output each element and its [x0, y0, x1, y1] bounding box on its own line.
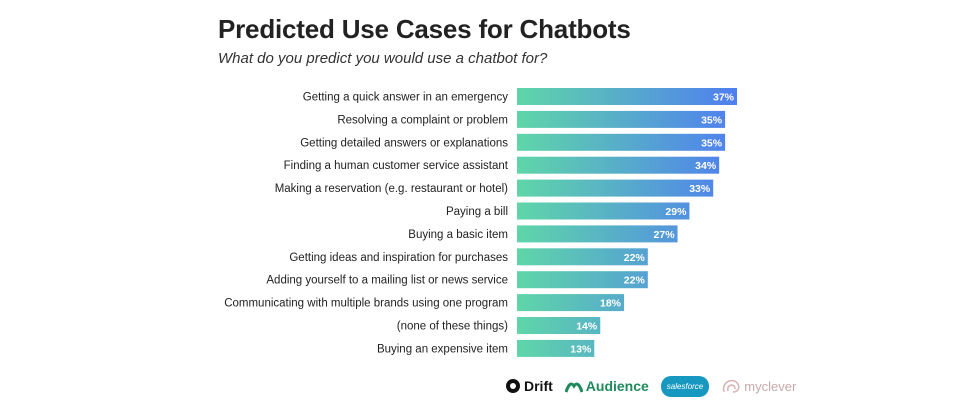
bar-row: Adding yourself to a mailing list or new… [266, 271, 648, 289]
bar [517, 179, 714, 197]
category-label: Buying a basic item [408, 229, 508, 241]
bar-row: Resolving a complaint or problem 35% [337, 110, 726, 128]
audience-logo-text: Audience [585, 378, 649, 394]
bar-row: (none of these things) 14% [397, 317, 601, 334]
chart-subtitle: What do you predict you would use a chat… [218, 50, 548, 67]
myclever-logo-text: myclever [744, 378, 797, 394]
value-label: 27% [654, 229, 676, 241]
category-label: Finding a human customer service assista… [284, 160, 509, 172]
audience-logo: Audience [564, 378, 649, 394]
audience-icon [564, 382, 583, 393]
myclever-logo: myclever [721, 378, 796, 394]
bar [517, 133, 726, 151]
bar [517, 248, 648, 266]
category-label: Communicating with multiple brands using… [224, 298, 508, 310]
bar-row: Buying an expensive item 13% [377, 339, 595, 357]
bar [517, 271, 648, 289]
bar-row: Getting detailed answers or explanations… [300, 133, 726, 151]
bar-row: Communicating with multiple brands using… [224, 294, 625, 312]
bar-row: Paying a bill 29% [446, 202, 690, 220]
value-label: 14% [576, 321, 598, 333]
category-label: Getting ideas and inspiration for purcha… [289, 252, 508, 264]
value-label: 37% [713, 92, 735, 104]
partner-logos: Drift Audience salesforce myclever [505, 372, 796, 400]
salesforce-logo-text: salesforce [666, 381, 704, 391]
bar-row: Finding a human customer service assista… [284, 156, 720, 174]
bars-layer: Getting a quick answer in an emergency 37… [224, 88, 737, 357]
bar [517, 225, 678, 243]
category-label: Adding yourself to a mailing list or new… [266, 275, 508, 287]
bar [517, 339, 595, 357]
value-label: 33% [689, 183, 711, 195]
bar [517, 156, 720, 174]
value-label: 13% [570, 343, 592, 355]
drift-icon [506, 379, 520, 393]
value-label: 18% [600, 298, 622, 310]
salesforce-logo: salesforce [660, 375, 710, 397]
value-label: 22% [624, 252, 646, 264]
category-label: Getting detailed answers or explanations [300, 137, 508, 149]
category-label: (none of these things) [397, 321, 508, 333]
myclever-icon [723, 379, 741, 393]
category-label: Getting a quick answer in an emergency [303, 92, 508, 104]
value-label: 35% [701, 137, 723, 149]
bar-row: Getting ideas and inspiration for purcha… [289, 248, 648, 266]
bar [517, 317, 601, 334]
category-label: Buying an expensive item [377, 343, 508, 355]
value-label: 34% [695, 160, 717, 172]
bar-row: Making a reservation (e.g. restaurant or… [275, 179, 714, 197]
bar [517, 294, 625, 312]
bar [517, 110, 726, 128]
drift-logo: Drift [505, 378, 553, 394]
value-label: 35% [701, 114, 723, 126]
drift-logo-text: Drift [524, 378, 553, 394]
bar [517, 202, 690, 220]
bar-row: Buying a basic item 27% [408, 225, 678, 243]
category-label: Paying a bill [446, 206, 508, 218]
value-label: 22% [624, 275, 646, 287]
category-label: Resolving a complaint or problem [337, 114, 508, 126]
chart-title: Predicted Use Cases for Chatbots [218, 14, 631, 44]
value-label: 29% [665, 206, 687, 218]
bar-row: Getting a quick answer in an emergency 37… [303, 88, 737, 105]
category-label: Making a reservation (e.g. restaurant or… [275, 183, 508, 195]
bar [517, 88, 737, 105]
